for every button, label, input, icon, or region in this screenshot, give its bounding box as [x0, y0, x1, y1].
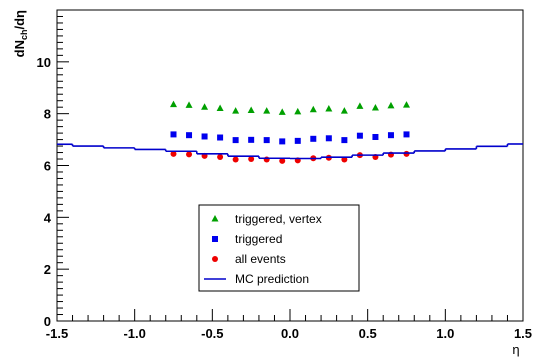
- triangle-marker: [185, 101, 193, 108]
- series-layer: [57, 100, 523, 164]
- y-axis-title: dNch/dη: [12, 10, 29, 57]
- circle-marker: [170, 150, 177, 157]
- y-tick-label: 8: [44, 107, 51, 122]
- x-tick-label: -1.5: [46, 326, 68, 341]
- y-tick-label: 0: [44, 314, 51, 329]
- legend-square-swatch: [212, 236, 218, 242]
- legend-entry: MC prediction: [204, 272, 309, 286]
- legend-box: [198, 204, 360, 292]
- square-marker: [294, 137, 301, 144]
- square-marker: [232, 137, 239, 144]
- triangle-marker: [294, 107, 302, 115]
- x-axis-title: η: [512, 342, 519, 357]
- square-marker: [201, 133, 208, 140]
- triangle-marker: [201, 103, 209, 110]
- circle-marker: [232, 156, 239, 163]
- mc-prediction-line: [57, 143, 523, 160]
- triangle-marker: [387, 101, 395, 109]
- x-tick-label: 1.0: [436, 326, 454, 341]
- legend-label: MC prediction: [235, 272, 309, 286]
- legend: triggered, vertex triggered all events MC p…: [198, 204, 360, 292]
- square-marker: [310, 135, 317, 142]
- square-marker: [279, 138, 286, 145]
- circle-marker: [263, 156, 270, 163]
- triangle-marker: [309, 105, 317, 113]
- legend-label: triggered: [235, 232, 282, 246]
- x-tick-label: 0.0: [281, 326, 299, 341]
- series-all-events: [170, 150, 410, 164]
- triangle-marker: [216, 104, 224, 111]
- circle-marker: [279, 157, 286, 164]
- square-marker: [356, 132, 363, 139]
- circle-marker: [186, 151, 193, 158]
- circle-marker: [217, 153, 224, 160]
- y-tick-label: 6: [44, 159, 51, 174]
- series-triggered: [170, 131, 410, 145]
- y-axis-title-main: dN: [12, 40, 27, 57]
- square-marker: [263, 137, 270, 144]
- series-triggered-vertex: [170, 100, 410, 115]
- y-tick-label: 10: [37, 55, 51, 70]
- triangle-marker: [247, 106, 255, 114]
- triangle-marker: [170, 100, 177, 108]
- circle-marker: [248, 156, 255, 163]
- x-tick-label: 1.5: [514, 326, 532, 341]
- square-marker: [387, 132, 394, 139]
- triangle-marker: [356, 102, 364, 109]
- triangle-marker: [340, 107, 348, 114]
- y-tick-label: 2: [44, 262, 51, 277]
- x-tick-label: -1.0: [123, 326, 145, 341]
- x-tick-label: -0.5: [201, 326, 223, 341]
- y-axis-title-subscript: ch: [19, 30, 29, 41]
- legend-triangle-swatch: [211, 215, 219, 222]
- x-tick-label: 0.5: [359, 326, 377, 341]
- y-axis-tick-labels: 0 2 4 6 8 10: [37, 55, 52, 329]
- square-marker: [217, 134, 224, 141]
- triangle-marker: [232, 107, 240, 114]
- square-marker: [186, 132, 193, 139]
- legend-label: triggered, vertex: [235, 212, 322, 226]
- legend-entry: all events: [212, 252, 286, 266]
- legend-label: all events: [235, 252, 286, 266]
- legend-circle-swatch: [212, 256, 218, 262]
- y-axis-ticks: [57, 9, 69, 322]
- x-axis-ticks: [56, 309, 524, 321]
- square-marker: [341, 137, 348, 144]
- legend-entry: triggered: [212, 232, 282, 246]
- legend-entries: triggered, vertex triggered all events MC p…: [204, 212, 322, 286]
- square-marker: [372, 133, 379, 140]
- triangle-marker: [325, 105, 333, 112]
- circle-marker: [341, 156, 348, 163]
- legend-entry: triggered, vertex: [211, 212, 322, 226]
- square-marker: [403, 131, 410, 138]
- square-marker: [170, 131, 177, 138]
- triangle-marker: [371, 103, 379, 111]
- square-marker: [325, 135, 332, 142]
- square-marker: [248, 136, 255, 143]
- y-tick-label: 4: [44, 210, 52, 225]
- triangle-marker: [278, 108, 286, 115]
- y-axis-title-tail: /dη: [12, 10, 27, 30]
- x-axis-tick-labels: -1.5 -1.0 -0.5 0.0 0.5 1.0 1.5: [46, 326, 532, 341]
- triangle-marker: [403, 101, 410, 108]
- triangle-marker: [263, 107, 271, 114]
